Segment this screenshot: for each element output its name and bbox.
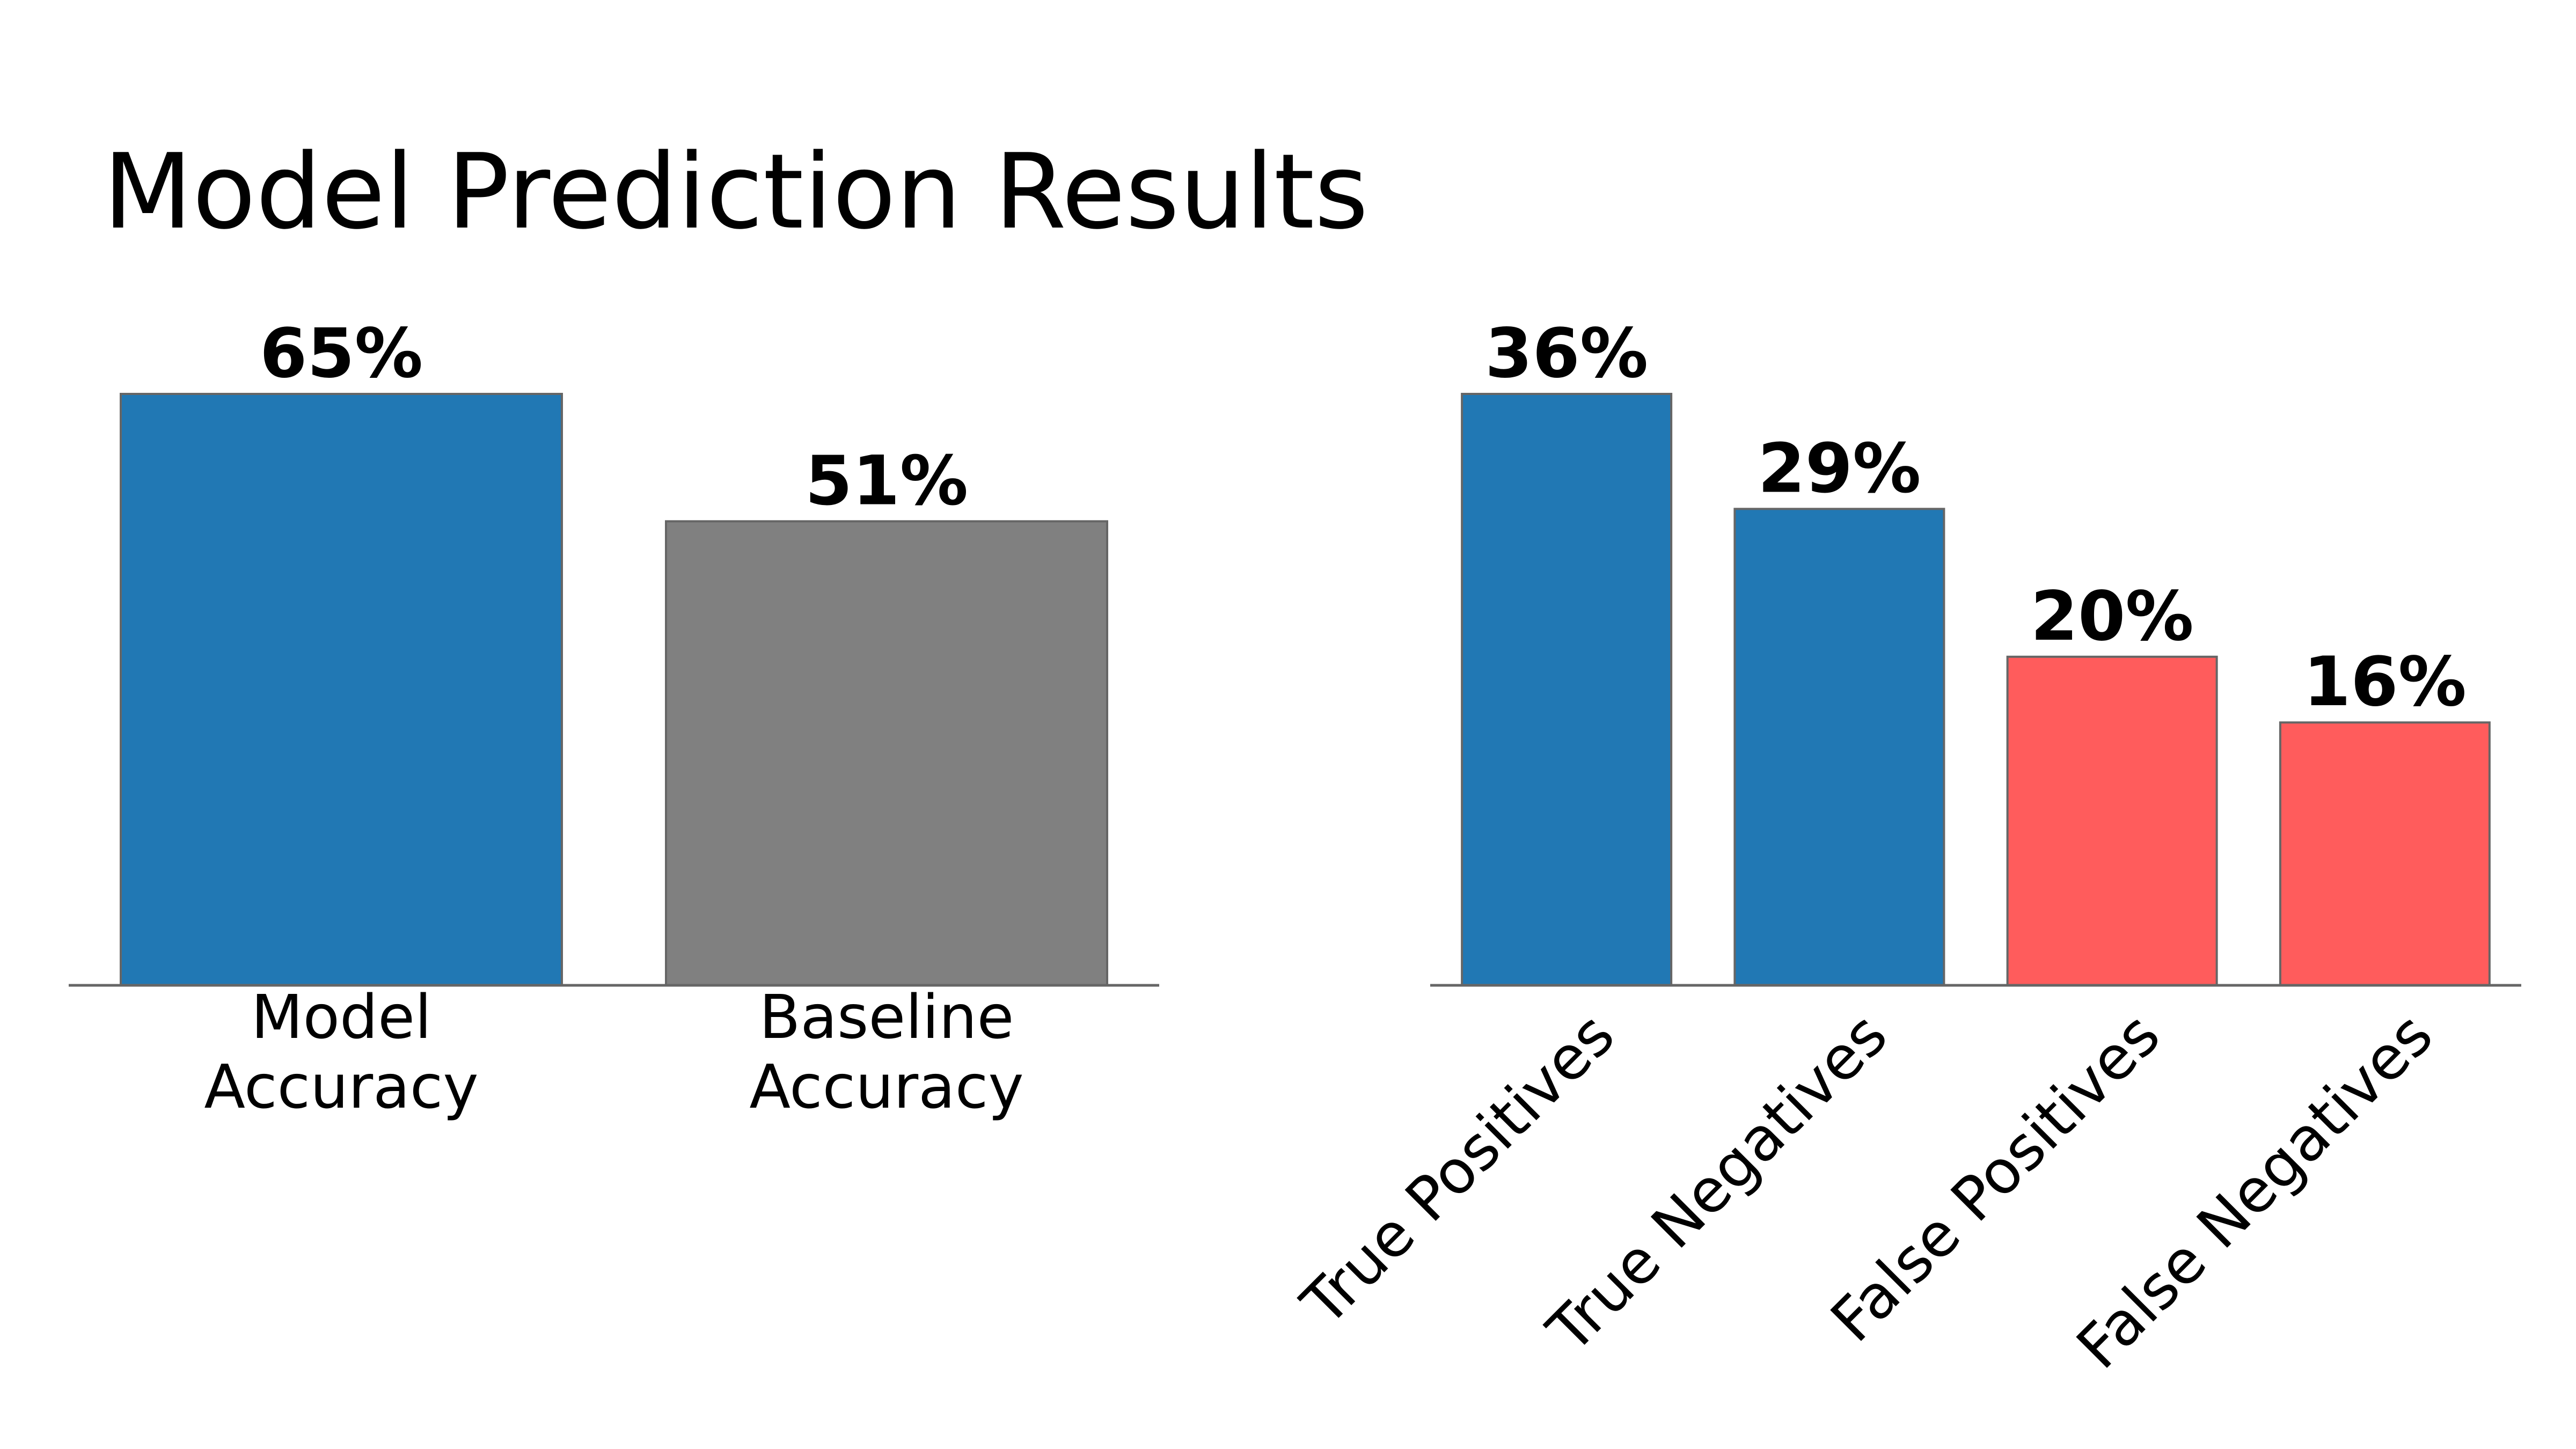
tick-label-baseline-accuracy: Baseline Accuracy bbox=[749, 983, 1023, 1122]
value-label-true-positives: 36% bbox=[1485, 313, 1648, 393]
value-label-model-accuracy: 65% bbox=[260, 313, 423, 393]
tick-label-model-accuracy: Model Accuracy bbox=[204, 983, 478, 1122]
chart-title: Model Prediction Results bbox=[103, 131, 1368, 252]
value-label-true-negatives: 29% bbox=[1758, 428, 1921, 508]
bar-baseline-accuracy bbox=[665, 520, 1108, 986]
bar-false-negatives bbox=[2279, 721, 2491, 986]
value-label-baseline-accuracy: 51% bbox=[805, 441, 968, 520]
bar-true-negatives bbox=[1733, 508, 1945, 986]
bar-false-positives bbox=[2006, 655, 2218, 987]
value-label-false-negatives: 16% bbox=[2303, 642, 2467, 721]
accuracy-chart: 65% Model Accuracy 51% Baseline Accuracy bbox=[69, 313, 1159, 1122]
value-label-false-positives: 20% bbox=[2031, 576, 2194, 656]
bar-model-accuracy bbox=[120, 393, 563, 986]
bar-true-positives bbox=[1461, 393, 1673, 986]
